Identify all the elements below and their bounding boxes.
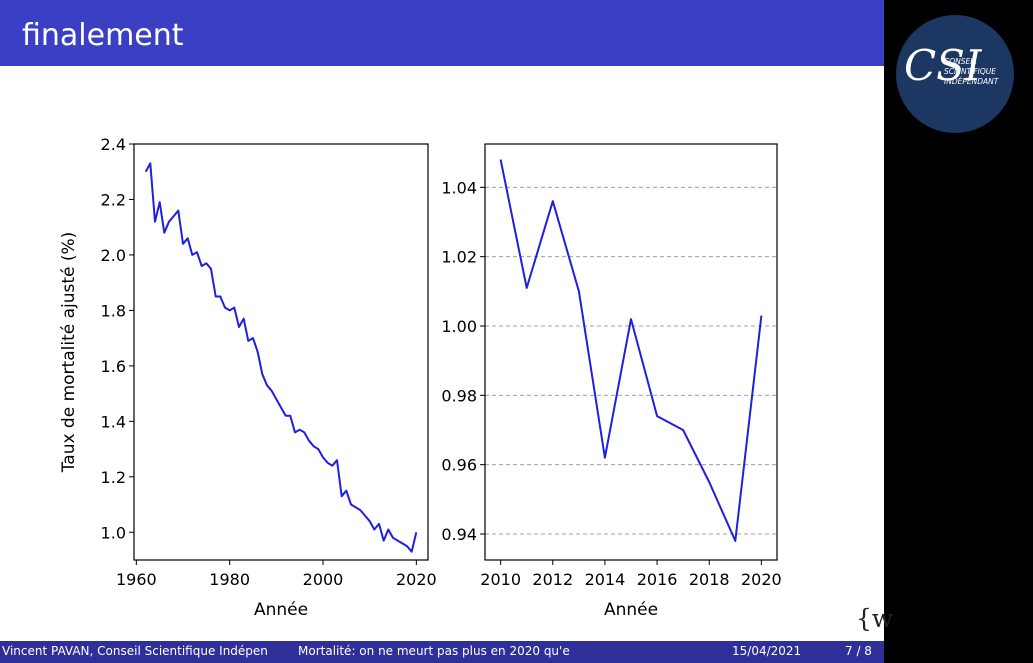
chart-1-ytick-label: 1.8 [101,301,126,320]
logo-text: CONSEIL SCIENTIFIQUE INDÉPENDANT [944,57,998,87]
chart-1-series-line [144,162,418,553]
logo-line-2: SCIENTIFIQUE [944,67,997,76]
chart-1-xtick-label: 1960 [116,570,157,589]
slide-title-bar: finalement [0,0,884,66]
footer-author: Vincent PAVAN, Conseil Scientifique Indé… [2,644,268,658]
chart-1-ytick-label: 2.0 [101,246,126,265]
csi-logo: CSI CONSEIL SCIENTIFIQUE INDÉPENDANT [896,15,1014,133]
chart-2-ytick-label: 1.00 [441,317,477,336]
chart-1-x-axis-label: Année [254,600,308,620]
chart-1-y-axis-label: Taux de mortalité ajusté (%) [59,232,79,474]
logo-line-3: INDÉPENDANT [944,77,999,86]
chart-2-xtick-label: 2018 [689,570,730,589]
chart-2-xtick-label: 2020 [741,570,782,589]
chart-2-xtick-label: 2014 [585,570,626,589]
chart-1-ytick-label: 2.4 [101,135,126,154]
footer-date: 15/04/2021 [732,644,802,658]
chart-2-ytick-label: 0.94 [441,525,477,544]
chart-2-ytick-label: 1.02 [441,248,477,267]
chart-2-ytick-label: 0.96 [441,456,477,475]
slide-title: finalement [22,18,184,53]
slide: finalement 1.0 1.2 1.4 1.6 1.8 2.0 2.2 2.4 1960 1… [0,0,893,663]
chart-2-ytick-label: 0.98 [441,386,477,405]
chart-2-x-axis-label: Année [604,600,658,620]
chart-1-ytick-label: 1.2 [101,468,126,487]
footer-page-number: 7 / 8 [845,644,872,658]
chart-1-xtick-label: 2020 [396,570,437,589]
chart-1-xtick-label: 1980 [209,570,250,589]
logo-line-1: CONSEIL [944,57,977,66]
chart-1-ytick-label: 1.6 [101,357,126,376]
chart-1-ytick-label: 1.0 [101,523,126,542]
slide-footer: Vincent PAVAN, Conseil Scientifique Indé… [0,641,884,663]
chart-1-ytick-label: 2.2 [101,190,126,209]
chart-1-ytick-label: 1.4 [101,412,126,431]
chart-1-xtick-label: 2000 [303,570,344,589]
logo-mark: CSI [904,41,982,90]
chart-2-xtick-label: 2016 [637,570,678,589]
charts-figure: 1.0 1.2 1.4 1.6 1.8 2.0 2.2 2.4 1960 1980 2000 2020… [59,135,782,620]
chart-2-xtick-label: 2010 [480,570,521,589]
chart-2-frame [484,143,778,561]
chart-2-ytick-label: 1.04 [441,178,477,197]
chart-2-series-line [499,159,763,542]
cropped-text-snippet: {w [856,604,894,633]
chart-2-xtick-label: 2012 [532,570,573,589]
footer-talk-title: Mortalité: on ne meurt pas plus en 2020 … [298,644,570,658]
chart-1-frame [133,143,429,561]
